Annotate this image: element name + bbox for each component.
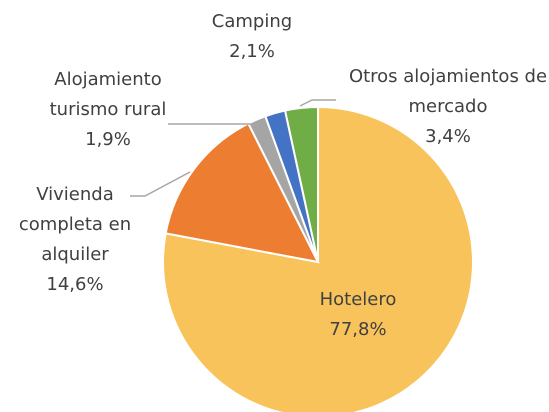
pie-slice (164, 122, 320, 264)
slice-label: Camping 2,1% (211, 11, 293, 62)
leader-line (130, 171, 191, 197)
pie-slice (283, 105, 319, 263)
slice-label: Hotelero 77,8% (319, 289, 397, 340)
slice-label: Otros alojamientos de mercado 3,4% (348, 66, 548, 147)
slice-label: Vivienda completa en alquiler 14,6% (18, 184, 132, 295)
pie-slice (162, 105, 474, 412)
slice-label: Alojamiento turismo rural 1,9% (49, 69, 167, 150)
leader-line (299, 99, 336, 107)
